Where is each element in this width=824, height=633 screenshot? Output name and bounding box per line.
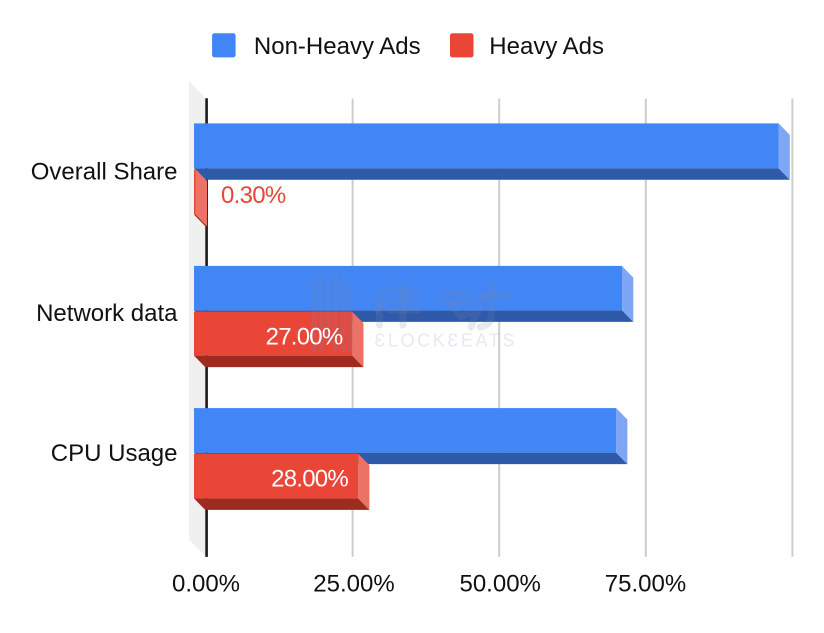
svg-text:Heavy Ads: Heavy Ads [489, 33, 604, 60]
svg-text:0.00%: 0.00% [172, 570, 240, 597]
svg-text:25.00%: 25.00% [313, 570, 394, 597]
svg-text:28.00%: 28.00% [271, 465, 348, 492]
svg-text:Network data: Network data [36, 300, 178, 327]
svg-text:Overall Share: Overall Share [31, 159, 178, 186]
svg-text:Non-Heavy Ads: Non-Heavy Ads [254, 33, 421, 60]
svg-text:0.30%: 0.30% [221, 182, 286, 209]
svg-text:75.00%: 75.00% [605, 570, 686, 597]
svg-text:27.00%: 27.00% [266, 324, 343, 351]
svg-text:50.00%: 50.00% [459, 570, 540, 597]
svg-text:CPU Usage: CPU Usage [51, 440, 178, 467]
svg-text:ƐLOCKƐEATS: ƐLOCKƐEATS [375, 331, 517, 351]
